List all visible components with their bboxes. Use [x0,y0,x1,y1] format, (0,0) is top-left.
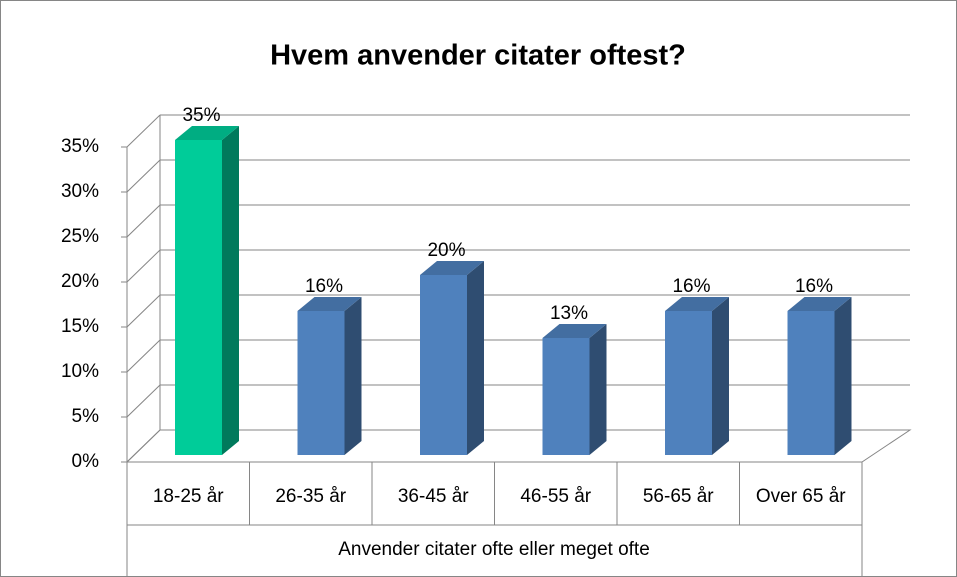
y-tick-label: 35% [61,136,99,157]
bar-side [834,297,852,455]
y-tick-label: 5% [72,406,100,427]
bar-side [467,261,484,455]
bar-side [589,324,607,455]
value-label: 35% [182,105,220,126]
value-label: 16% [795,276,833,297]
y-tick-label: 25% [61,226,99,247]
y-tick-label: 15% [61,316,99,337]
value-label: 16% [672,276,710,297]
y-tick-label: 0% [72,451,100,472]
grid-line [126,339,161,373]
bar [420,275,467,455]
bar-top [175,126,239,140]
bar-top [297,297,362,311]
y-tick-label: 10% [61,361,99,382]
bar-side [712,297,729,455]
value-label: 20% [427,240,465,261]
bar-top [542,324,607,338]
bar-side [344,297,362,455]
value-label: 13% [550,303,588,324]
bar [175,140,222,455]
bar-top [420,261,484,275]
y-tick-label: 30% [61,181,99,202]
bar-side [222,126,239,455]
bar [297,311,345,455]
chart-title: Hvem anvender citater oftest? [270,40,686,72]
grid-line [126,249,161,283]
bar [665,311,712,455]
bar-top [787,297,852,311]
grid-line [126,159,161,193]
grid-line [126,114,161,148]
grid-line [126,204,161,238]
x-tick-label: 46-55 år [520,486,591,507]
x-tick-label: Over 65 år [756,486,846,507]
y-tick-label: 20% [61,271,99,292]
grid-line [126,384,161,418]
bar-top [665,297,729,311]
x-tick-label: 26-35 år [275,486,346,507]
grid-line [126,429,161,463]
bar [787,311,835,455]
x-tick-label: 36-45 år [398,486,469,507]
x-tick-label: 18-25 år [153,486,224,507]
x-axis-title: Anvender citater ofte eller meget ofte [338,539,650,560]
value-label: 16% [305,276,343,297]
x-tick-label: 56-65 år [643,486,714,507]
bar [542,338,590,455]
grid-line [126,294,161,328]
